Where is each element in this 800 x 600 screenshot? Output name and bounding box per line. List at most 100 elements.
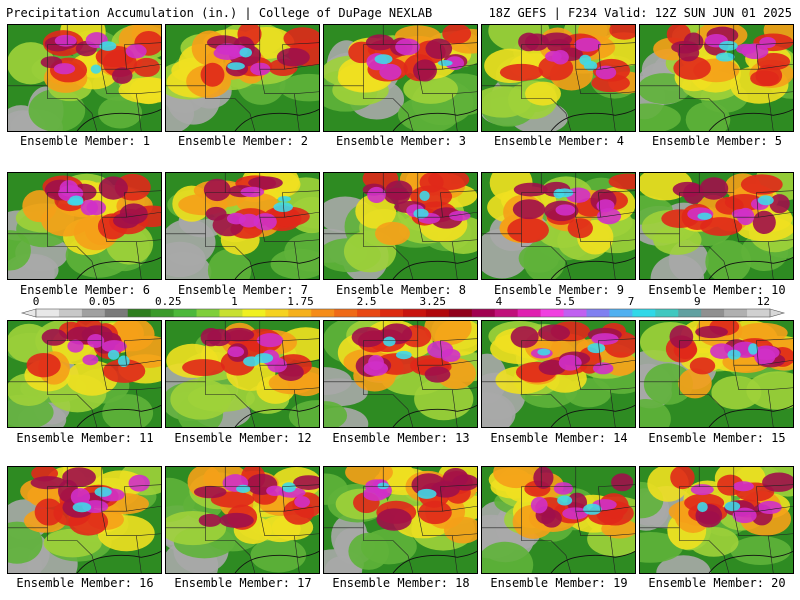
colorbar-tick-label: 4 — [496, 296, 503, 308]
precipitation-map — [8, 173, 161, 279]
colorbar-tick-label: 0.25 — [155, 296, 182, 308]
ensemble-member-caption: Ensemble Member: 14 — [490, 431, 628, 445]
colorbar-bin — [219, 309, 243, 317]
colorbar-tick-label: 3.25 — [420, 296, 447, 308]
precipitation-map — [166, 467, 319, 573]
ensemble-map-9 — [481, 172, 636, 280]
colorbar-min-arrow — [20, 308, 37, 318]
colorbar-bin — [747, 309, 771, 317]
ensemble-map-14 — [481, 320, 636, 428]
precipitation-map — [166, 25, 319, 131]
ensemble-map-19 — [481, 466, 636, 574]
ensemble-member-caption: Ensemble Member: 4 — [493, 134, 625, 148]
precipitation-map — [8, 25, 161, 131]
ensemble-map-16 — [7, 466, 162, 574]
precipitation-map — [8, 467, 161, 573]
precipitation-map — [482, 321, 635, 427]
colorbar-bin — [563, 309, 587, 317]
colorbar-bin — [517, 309, 542, 317]
product-title: Precipitation Accumulation (in.) | Colle… — [6, 6, 433, 20]
precipitation-map — [640, 467, 793, 573]
colorbar-tick-label: 0 — [33, 296, 40, 308]
ensemble-member-caption: Ensemble Member: 18 — [332, 576, 470, 590]
ensemble-map-18 — [323, 466, 478, 574]
ensemble-map-8 — [323, 172, 478, 280]
precipitation-map — [324, 173, 477, 279]
colorbar-bin — [403, 309, 427, 317]
precipitation-map — [482, 25, 635, 131]
ensemble-member-caption: Ensemble Member: 13 — [332, 431, 470, 445]
precipitation-map — [324, 25, 477, 131]
colorbar-bin — [380, 309, 404, 317]
colorbar-bin — [81, 309, 106, 317]
colorbar-bin — [242, 309, 266, 317]
ensemble-map-12 — [165, 320, 320, 428]
ensemble-member-caption: Ensemble Member: 7 — [177, 283, 309, 297]
colorbar-bin — [448, 309, 473, 317]
ensemble-map-20 — [639, 466, 794, 574]
colorbar-bin — [724, 309, 748, 317]
ensemble-map-11 — [7, 320, 162, 428]
precipitation-map — [324, 467, 477, 573]
colorbar-bin — [678, 309, 702, 317]
colorbar-bin — [36, 309, 60, 317]
colorbar-bin — [173, 309, 197, 317]
colorbar-tick-label: 5.5 — [555, 296, 575, 308]
ensemble-member-caption: Ensemble Member: 10 — [648, 283, 786, 297]
colorbar-max-arrow — [769, 308, 786, 318]
colorbar-bin — [540, 309, 564, 317]
precipitation-map — [482, 467, 635, 573]
colorbar-bin — [58, 309, 83, 317]
colorbar-bin — [127, 309, 152, 317]
ensemble-member-caption: Ensemble Member: 1 — [19, 134, 151, 148]
ensemble-map-5 — [639, 24, 794, 132]
colorbar-bin — [609, 309, 633, 317]
colorbar-bin — [288, 309, 312, 317]
precipitation-map — [324, 321, 477, 427]
ensemble-member-caption: Ensemble Member: 16 — [16, 576, 154, 590]
colorbar-bin — [265, 309, 289, 317]
precipitation-map — [8, 321, 161, 427]
ensemble-map-10 — [639, 172, 794, 280]
colorbar-bin — [655, 309, 679, 317]
colorbar-tick-label: 9 — [694, 296, 701, 308]
ensemble-member-caption: Ensemble Member: 3 — [335, 134, 467, 148]
precipitation-map — [640, 25, 793, 131]
ensemble-member-caption: Ensemble Member: 15 — [648, 431, 786, 445]
colorbar-bin — [311, 309, 335, 317]
precipitation-map — [166, 321, 319, 427]
ensemble-member-caption: Ensemble Member: 5 — [651, 134, 783, 148]
ensemble-member-caption: Ensemble Member: 2 — [177, 134, 309, 148]
ensemble-member-caption: Ensemble Member: 9 — [493, 283, 625, 297]
ensemble-map-13 — [323, 320, 478, 428]
precipitation-map — [640, 321, 793, 427]
colorbar-bin — [632, 309, 656, 317]
precipitation-map — [640, 173, 793, 279]
ensemble-map-1 — [7, 24, 162, 132]
colorbar-bin — [471, 309, 496, 317]
ensemble-member-caption: Ensemble Member: 12 — [174, 431, 312, 445]
ensemble-map-2 — [165, 24, 320, 132]
ensemble-map-15 — [639, 320, 794, 428]
precipitation-map — [166, 173, 319, 279]
colorbar-tick-label: 2.5 — [357, 296, 377, 308]
colorbar-bin — [104, 309, 129, 317]
colorbar-tick-label: 1 — [231, 296, 238, 308]
ensemble-member-caption: Ensemble Member: 6 — [19, 283, 151, 297]
ensemble-member-caption: Ensemble Member: 19 — [490, 576, 628, 590]
colorbar-bin — [494, 309, 519, 317]
colorbar-bin — [334, 309, 358, 317]
colorbar-tick-label: 1.75 — [287, 296, 314, 308]
colorbar-bin — [196, 309, 220, 317]
ensemble-member-caption: Ensemble Member: 17 — [174, 576, 312, 590]
colorbar-bin — [150, 309, 175, 317]
ensemble-member-caption: Ensemble Member: 20 — [648, 576, 786, 590]
ensemble-map-3 — [323, 24, 478, 132]
ensemble-member-caption: Ensemble Member: 11 — [16, 431, 154, 445]
colorbar-bin — [357, 309, 381, 317]
ensemble-map-6 — [7, 172, 162, 280]
colorbar-tick-label: 12 — [757, 296, 770, 308]
ensemble-member-caption: Ensemble Member: 8 — [335, 283, 467, 297]
model-valid-time: 18Z GEFS | F234 Valid: 12Z SUN JUN 01 20… — [488, 6, 792, 20]
ensemble-map-4 — [481, 24, 636, 132]
